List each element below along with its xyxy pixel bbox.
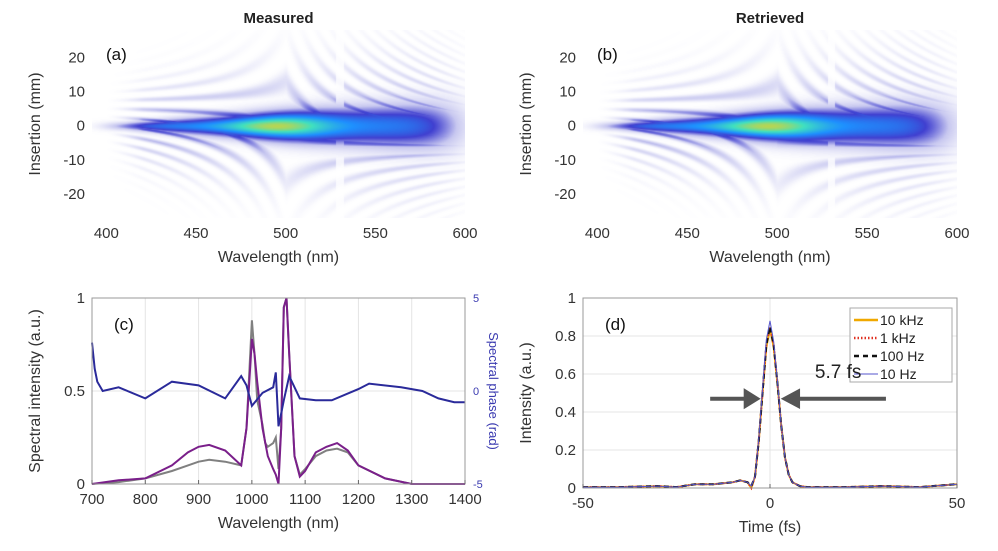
y-tick-label: 0.4 [555, 404, 576, 421]
series-line-0 [91, 297, 465, 485]
plot-frame [583, 30, 957, 218]
series-line-1 [91, 297, 465, 485]
arrow-left-icon [710, 388, 761, 410]
x-tick-label: 1000 [235, 491, 268, 508]
legend-label: 10 kHz [880, 312, 924, 328]
y-tick-label: -20 [63, 186, 85, 203]
legend-label: 1 kHz [880, 330, 916, 346]
y-tick-label: 10 [559, 84, 576, 101]
plot-frame [92, 30, 465, 218]
y-tick-label: 10 [68, 84, 85, 101]
x-tick-label: 450 [183, 225, 208, 242]
series-line-2 [91, 342, 465, 427]
x-tick-label: 1200 [342, 491, 375, 508]
panel-a: 400 450 500 550 600 20 10 0 -10 -20 Wavelength (nm… [27, 10, 478, 266]
panel-label: (d) [605, 315, 626, 334]
legend-label: 100 Hz [880, 348, 924, 364]
heatmap-retrieved [583, 30, 957, 218]
x-tick-label: 600 [944, 225, 969, 242]
y-tick-label: 1 [77, 290, 85, 307]
y-tick-label: 0.6 [555, 366, 576, 383]
panel-label: (a) [106, 45, 127, 64]
x-tick-label: 50 [949, 495, 966, 512]
chart-title: Retrieved [736, 10, 804, 27]
x-tick-label: 400 [585, 225, 610, 242]
y-tick-label: 1 [568, 290, 576, 307]
y-tick-label: 0 [568, 480, 576, 497]
x-tick-label: 1300 [395, 491, 428, 508]
y-tick-label: 0 [77, 118, 85, 135]
x-tick-label: 800 [133, 491, 158, 508]
y-axis-label: Insertion (mm) [27, 72, 44, 175]
y-axis-label: Spectral intensity (a.u.) [27, 309, 44, 473]
x-tick-label: 1100 [289, 491, 321, 508]
y2-tick-label: 0 [473, 386, 479, 398]
x-tick-label: 700 [79, 491, 104, 508]
panel-c: 700 800 900 1000 1100 1200 1300 1400 0 0.5 1 Wavele… [27, 290, 501, 532]
series-line-10-Hz [583, 320, 958, 488]
x-tick-label: 0 [766, 495, 774, 512]
x-tick-label: 550 [363, 225, 388, 242]
chart-title: Measured [243, 10, 313, 27]
y2-axis-label: Spectral phase (rad) [486, 332, 501, 450]
y-tick-label: 20 [68, 49, 85, 66]
x-tick-label: 400 [94, 225, 119, 242]
x-tick-label: 1400 [448, 491, 481, 508]
y-tick-label: 0 [568, 118, 576, 135]
x-tick-label: 450 [675, 225, 700, 242]
heatmap-measured [92, 30, 465, 218]
panel-b: 400 450 500 550 600 20 10 0 -10 -20 Wavelength (nm… [518, 10, 970, 266]
x-tick-label: 600 [452, 225, 477, 242]
x-axis-label: Time (fs) [739, 519, 802, 536]
x-tick-label: 500 [765, 225, 790, 242]
y-tick-label: 0.2 [555, 442, 576, 459]
x-tick-label: -50 [572, 495, 594, 512]
y-tick-label: -20 [554, 186, 576, 203]
y-axis-label: Insertion (mm) [518, 72, 535, 175]
x-axis-label: Wavelength (nm) [218, 515, 339, 532]
x-tick-label: 900 [186, 491, 211, 508]
panel-label: (c) [114, 315, 134, 334]
y-tick-label: 0.8 [555, 328, 576, 345]
panel-label: (b) [597, 45, 618, 64]
fwhm-annotation: 5.7 fs [815, 362, 861, 383]
y-axis-label: Intensity (a.u.) [518, 342, 535, 443]
arrow-right-icon [780, 388, 886, 410]
x-axis-label: Wavelength (nm) [218, 249, 339, 266]
x-tick-label: 550 [855, 225, 880, 242]
x-tick-label: 500 [273, 225, 298, 242]
x-axis-label: Wavelength (nm) [709, 249, 830, 266]
y-tick-label: -10 [554, 152, 576, 169]
y-tick-label: 0.5 [64, 383, 85, 400]
y-tick-label: 20 [559, 49, 576, 66]
y2-tick-label: -5 [473, 479, 483, 491]
plot-frame [91, 297, 466, 485]
y-tick-label: 0 [77, 476, 85, 493]
y2-tick-label: 5 [473, 293, 479, 305]
legend-label: 10 Hz [880, 366, 917, 382]
y-tick-label: -10 [63, 152, 85, 169]
